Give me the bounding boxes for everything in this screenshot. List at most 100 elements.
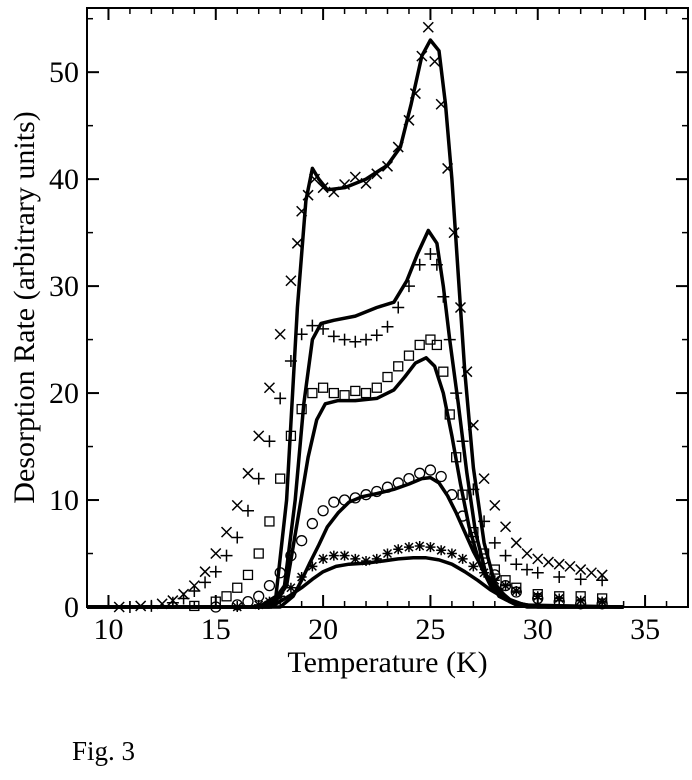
data-point bbox=[177, 592, 190, 605]
data-point bbox=[451, 452, 462, 463]
data-point bbox=[285, 275, 297, 287]
data-point bbox=[253, 590, 265, 602]
data-point bbox=[339, 390, 350, 401]
data-point bbox=[531, 566, 544, 579]
data-point bbox=[328, 186, 340, 198]
data-point bbox=[468, 526, 479, 538]
data-point bbox=[403, 350, 415, 361]
y-tick-label: 30 bbox=[49, 270, 79, 303]
data-point bbox=[318, 553, 329, 564]
data-point bbox=[461, 366, 473, 378]
data-point bbox=[199, 566, 211, 578]
data-point bbox=[553, 558, 565, 570]
data-point bbox=[429, 55, 441, 68]
data-point bbox=[317, 382, 329, 393]
data-point bbox=[328, 387, 339, 399]
x-tick-label: 10 bbox=[93, 613, 123, 646]
data-point bbox=[381, 481, 394, 493]
data-point bbox=[437, 290, 450, 303]
data-point bbox=[232, 582, 243, 593]
data-point bbox=[308, 173, 321, 185]
data-point bbox=[199, 576, 212, 589]
data-point bbox=[360, 333, 373, 346]
data-point bbox=[402, 280, 415, 293]
data-point bbox=[220, 526, 233, 538]
data-point bbox=[263, 579, 276, 592]
data-point bbox=[489, 575, 500, 586]
y-tick-label: 0 bbox=[64, 591, 79, 624]
data-point bbox=[361, 556, 372, 567]
fit-curve-5 bbox=[87, 556, 624, 609]
data-point bbox=[554, 593, 565, 604]
data-point bbox=[317, 505, 329, 517]
data-point bbox=[296, 403, 307, 415]
data-point bbox=[499, 549, 512, 562]
data-point bbox=[360, 387, 372, 399]
data-point bbox=[253, 548, 264, 559]
data-point bbox=[349, 335, 362, 348]
data-point bbox=[479, 567, 490, 578]
data-point bbox=[511, 585, 522, 596]
data-point bbox=[392, 477, 404, 489]
data-point bbox=[264, 516, 275, 527]
data-point bbox=[291, 237, 303, 249]
data-point bbox=[424, 248, 437, 261]
data-point bbox=[456, 435, 469, 448]
data-point bbox=[188, 584, 201, 597]
data-point bbox=[381, 160, 394, 172]
y-axis-label: Desorption Rate (arbitrary units) bbox=[8, 111, 41, 503]
series-4-circle bbox=[210, 464, 608, 613]
x-tick-label: 35 bbox=[630, 613, 660, 646]
plot-frame bbox=[86, 7, 689, 608]
data-point bbox=[350, 553, 361, 564]
data-point bbox=[392, 141, 404, 153]
data-point bbox=[317, 182, 329, 194]
data-point bbox=[425, 334, 436, 345]
data-point bbox=[382, 548, 393, 559]
data-point bbox=[510, 558, 523, 571]
data-point bbox=[135, 600, 147, 612]
data-point bbox=[500, 580, 511, 591]
data-point bbox=[339, 550, 350, 561]
data-point bbox=[349, 171, 361, 183]
data-point bbox=[425, 542, 436, 553]
data-point bbox=[338, 494, 351, 506]
data-point bbox=[242, 569, 254, 581]
y-tick-label: 40 bbox=[49, 163, 79, 196]
data-point bbox=[349, 492, 361, 504]
data-point bbox=[553, 571, 566, 584]
data-point bbox=[430, 258, 443, 271]
data-point bbox=[532, 553, 544, 565]
data-point bbox=[350, 385, 361, 397]
fit-curve-1 bbox=[87, 38, 624, 609]
series-2-+ bbox=[123, 248, 609, 613]
data-point bbox=[443, 333, 456, 346]
data-point bbox=[252, 472, 265, 485]
data-point bbox=[574, 573, 587, 586]
data-point bbox=[521, 547, 533, 560]
data-point bbox=[424, 464, 437, 476]
data-point bbox=[296, 205, 308, 217]
data-point bbox=[438, 366, 449, 377]
data-point bbox=[210, 547, 222, 560]
data-point bbox=[468, 561, 479, 572]
data-point bbox=[409, 88, 421, 100]
data-point bbox=[274, 567, 286, 579]
data-point bbox=[274, 328, 286, 340]
data-point bbox=[393, 361, 404, 372]
data-point bbox=[285, 430, 297, 442]
data-point bbox=[371, 382, 382, 393]
data-point bbox=[328, 496, 340, 508]
data-point bbox=[221, 591, 232, 602]
data-point bbox=[338, 333, 351, 346]
data-point bbox=[542, 556, 555, 568]
data-point bbox=[489, 499, 501, 511]
data-point bbox=[403, 542, 414, 553]
data-point bbox=[416, 50, 428, 62]
data-point bbox=[467, 483, 480, 496]
data-point bbox=[478, 553, 490, 565]
data-point bbox=[371, 485, 383, 498]
data-point bbox=[414, 541, 425, 552]
data-point bbox=[454, 301, 467, 314]
data-point bbox=[306, 517, 319, 530]
